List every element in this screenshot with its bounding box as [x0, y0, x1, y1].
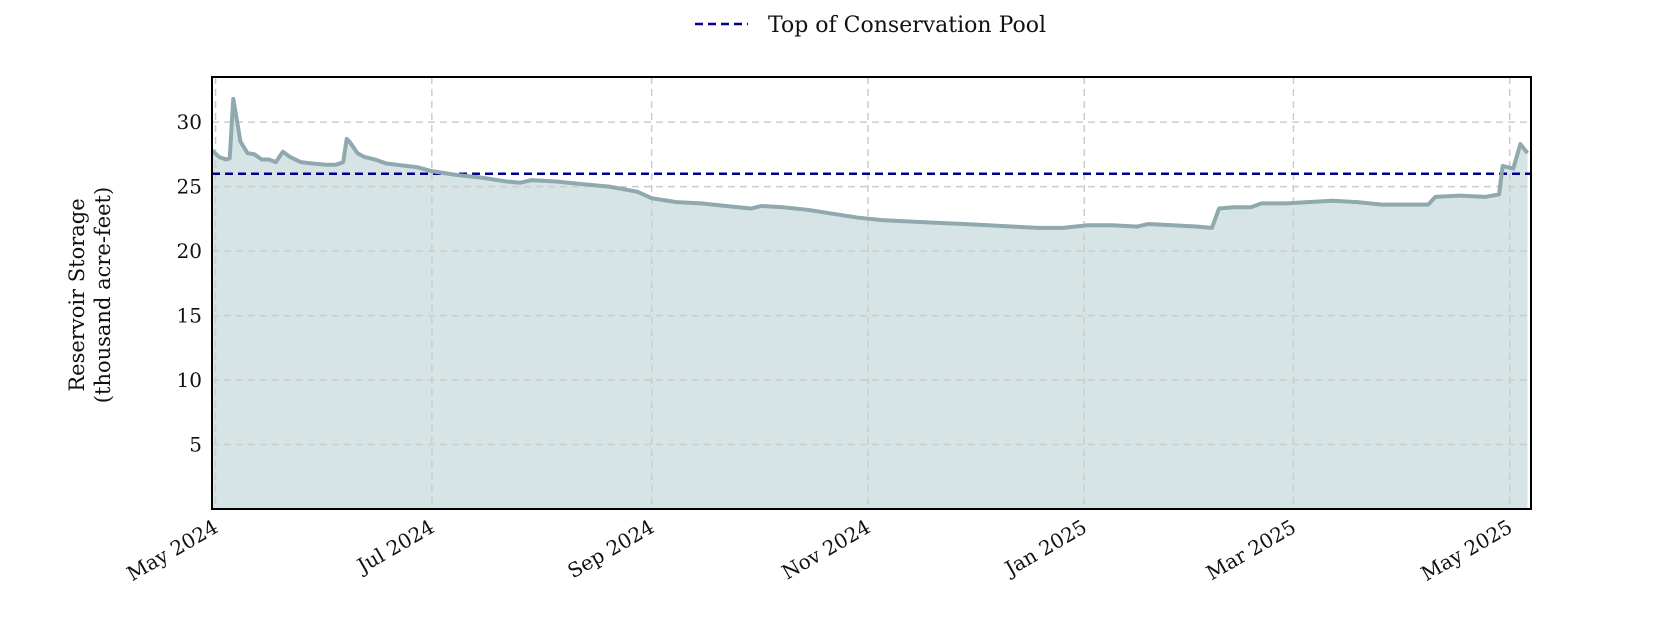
x-tick-label: Nov 2024	[777, 515, 874, 585]
plot-area	[210, 76, 1532, 510]
legend-reference-line-label: Top of Conservation Pool	[768, 13, 1046, 38]
y-tick-label: 20	[177, 239, 202, 263]
x-tick-labels: May 2024 Jul 2024 Sep 2024 Nov 2024 Jan 2025…	[123, 515, 1517, 586]
x-tick-label: Mar 2025	[1202, 515, 1300, 585]
x-tick-label: Jul 2024	[351, 515, 438, 579]
y-tick-label: 25	[177, 175, 202, 199]
y-tick-label: 15	[177, 304, 202, 328]
legend: Top of Conservation Pool	[695, 13, 1046, 38]
y-axis-title-line-2: (thousand acre-feet)	[91, 187, 115, 403]
y-tick-label: 10	[177, 368, 202, 392]
y-tick-labels: 5 10 15 20 25 30	[177, 110, 202, 456]
storage-area-fill	[212, 98, 1528, 510]
x-tick-label: Jan 2025	[999, 515, 1091, 582]
y-gridlines	[212, 121, 1531, 446]
y-tick-label: 30	[177, 110, 202, 134]
storage-series-line	[210, 96, 1530, 230]
x-tick-label: May 2025	[1417, 515, 1516, 586]
y-axis-title-line-1: Reservoir Storage	[65, 198, 89, 391]
y-axis-title: Reservoir Storage (thousand acre-feet)	[65, 187, 115, 403]
x-gridlines	[214, 77, 1511, 509]
x-tick-label: May 2024	[123, 515, 222, 586]
y-tick-label: 5	[189, 433, 202, 457]
plot-frame	[211, 76, 1532, 510]
x-tick-label: Sep 2024	[563, 515, 658, 584]
